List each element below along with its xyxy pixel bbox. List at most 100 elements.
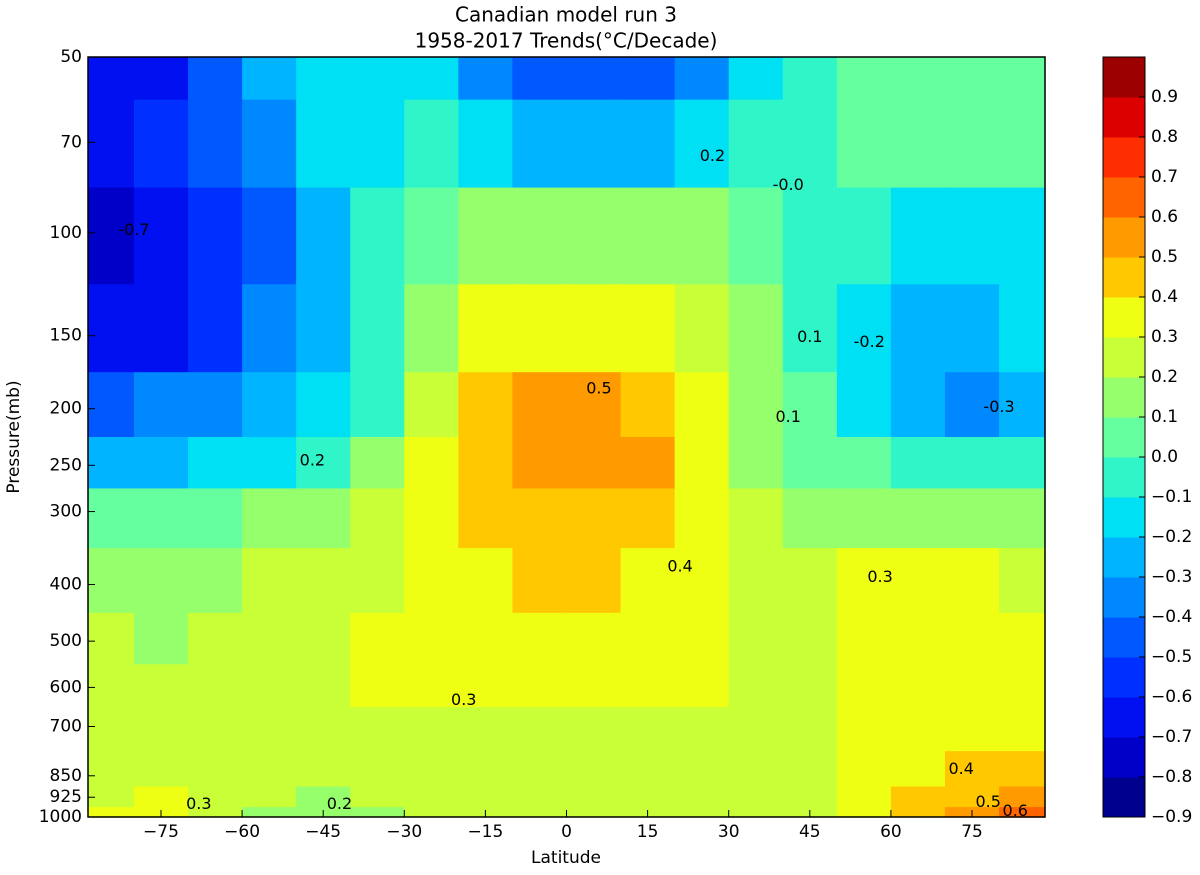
field-cell (620, 187, 676, 285)
x-tick-label: 0 (561, 822, 572, 842)
field-cell (188, 99, 243, 189)
colorbar-tick-label: −0.9 (1151, 807, 1192, 827)
field-cell (620, 751, 676, 788)
field-cell (566, 57, 622, 101)
y-tick-label: 400 (50, 575, 82, 595)
field-cell (944, 664, 1000, 708)
field-cell (133, 437, 189, 490)
field-cell (350, 187, 405, 285)
field-cell (350, 807, 405, 818)
field-cell (620, 664, 676, 708)
field-cell (674, 99, 730, 189)
field-cell (296, 488, 351, 549)
field-cell (350, 284, 405, 373)
field-cell (296, 786, 351, 808)
contour-label: 0.2 (327, 794, 352, 813)
field-cell (133, 706, 189, 752)
field-cell (188, 57, 243, 101)
colorbar-swatch (1103, 457, 1145, 498)
field-cell (458, 612, 514, 665)
field-cell (782, 284, 838, 373)
colorbar-tick-label: 0.5 (1151, 247, 1178, 267)
colorbar-tick-label: 0.2 (1151, 367, 1178, 387)
field-cell (890, 437, 946, 490)
field-cell (728, 284, 784, 373)
field-cell (242, 612, 297, 665)
colorbar-swatch (1103, 97, 1145, 138)
x-tick-label: 60 (880, 822, 902, 842)
colorbar-tick-label: 0.9 (1151, 87, 1178, 107)
axes: 0.50.40.30.30.20.10.1-0.00.2-0.2-0.3-0.7… (39, 47, 1046, 842)
field-cell (782, 548, 838, 614)
field-cell (133, 57, 189, 101)
field-cell (674, 786, 730, 808)
colorbar-frame (1102, 56, 1146, 818)
field-cell (728, 786, 784, 808)
colorbar-swatch (1103, 217, 1145, 258)
field-cell (890, 284, 946, 373)
field-cell (458, 664, 514, 708)
contour-label: 0.5 (586, 378, 611, 397)
colorbar-tick-label: 0.7 (1151, 167, 1178, 187)
x-axis-label: Latitude (531, 848, 601, 868)
field-cell (944, 786, 1000, 808)
contour-label: -0.2 (854, 332, 885, 351)
field-cell (836, 187, 892, 285)
field-cell (242, 99, 297, 189)
field-cell (188, 548, 243, 614)
colorbar-swatch (1103, 617, 1145, 658)
field-cell (404, 187, 459, 285)
field-cell (350, 99, 405, 189)
colorbar-swatch (1103, 577, 1145, 618)
x-tick-label: −15 (467, 822, 503, 842)
field-cell (944, 488, 1000, 549)
field-cell (999, 706, 1046, 752)
field-cell (674, 57, 730, 101)
colorbar-swatch (1103, 497, 1145, 538)
field-cell (674, 706, 730, 752)
field-cell (512, 664, 568, 708)
field-cell (728, 751, 784, 788)
field-cell (782, 187, 838, 285)
field-cell (242, 488, 297, 549)
field-cell (566, 548, 622, 614)
field-cell (620, 488, 676, 549)
field-cell (999, 57, 1046, 101)
x-tick-label: 15 (637, 822, 659, 842)
x-tick-label: −30 (386, 822, 422, 842)
field-cell (674, 372, 730, 438)
y-tick-label: 250 (50, 455, 82, 475)
colorbar-tick-label: 0.4 (1151, 287, 1178, 307)
y-tick-label: 300 (50, 502, 82, 522)
field-cell (674, 548, 730, 614)
field-cell (999, 488, 1046, 549)
field-cell (242, 57, 297, 101)
field-cell (566, 437, 622, 490)
field-cell (133, 284, 189, 373)
field-cell (88, 488, 135, 549)
field-cell (404, 612, 459, 665)
field-cell (620, 57, 676, 101)
field-cell (404, 99, 459, 189)
x-tick-label: −75 (143, 822, 179, 842)
colorbar-swatch (1103, 657, 1145, 698)
field-cell (674, 612, 730, 665)
field-cell (999, 548, 1046, 614)
field-cell (404, 284, 459, 373)
contour-label: -0.7 (118, 220, 149, 239)
field-cell (242, 187, 297, 285)
field-cell (674, 488, 730, 549)
field-cell (404, 57, 459, 101)
field-cell (296, 372, 351, 438)
field-cell (728, 99, 784, 189)
field-cell (404, 488, 459, 549)
field-cell (836, 786, 892, 808)
field-cell (458, 57, 514, 101)
field-cell (890, 372, 946, 438)
field-cell (890, 612, 946, 665)
chart-title: Canadian model run 3 (455, 3, 677, 27)
field-cell (836, 548, 892, 614)
field-cell (296, 57, 351, 101)
field-cell (512, 807, 568, 818)
field-cell (836, 612, 892, 665)
